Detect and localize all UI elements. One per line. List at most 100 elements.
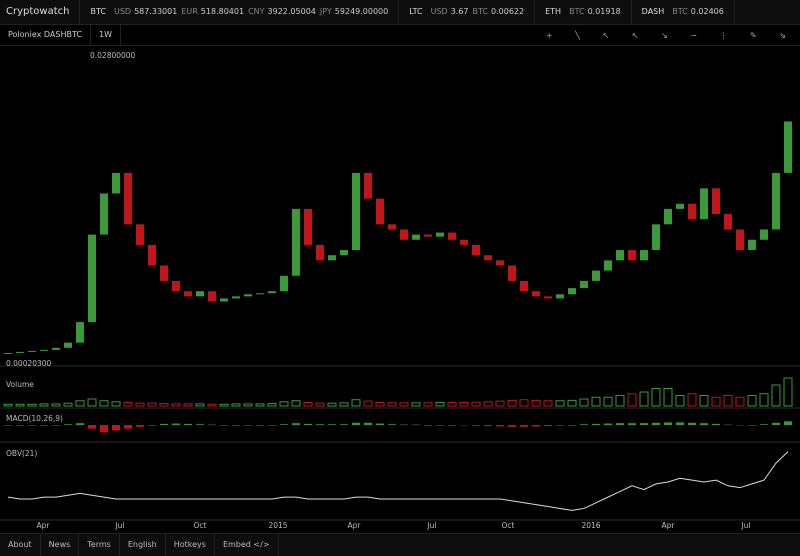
candle-body: [460, 239, 468, 245]
volume-bar: [27, 403, 37, 407]
candle-body: [772, 172, 780, 230]
macd-bar: [352, 422, 360, 425]
macd-bar: [520, 425, 528, 427]
chart: 0.02800000 0.00020300 Volume MACD(10,26,9) O…: [0, 51, 800, 530]
candle-body: [76, 322, 84, 343]
macd-bar: [4, 425, 12, 426]
candle-body: [340, 250, 348, 256]
footer: About News Terms English Hotkeys Embed </>: [0, 533, 800, 556]
volume-bar: [495, 400, 505, 407]
macd-bar: [148, 425, 156, 426]
period-selector[interactable]: 1W: [91, 25, 121, 45]
candle-body: [364, 172, 372, 199]
macd-bar: [544, 425, 552, 427]
price: 587.33001: [134, 7, 178, 16]
footer-link[interactable]: Embed </>: [215, 534, 279, 556]
candle-body: [244, 294, 252, 297]
ticker[interactable]: DASH BTC 0.02406: [632, 0, 735, 24]
volume-bar: [591, 396, 601, 407]
panel-label: MACD(10,26,9): [6, 414, 63, 423]
candle-body: [700, 188, 708, 220]
macd-bar: [268, 425, 276, 426]
macd-bar: [364, 422, 372, 425]
coin: BTC: [90, 7, 106, 16]
volume-bar: [255, 403, 265, 407]
candle-body: [616, 250, 624, 261]
macd-bar: [496, 425, 504, 427]
volume-bar: [387, 402, 397, 407]
candle-body: [232, 296, 240, 299]
candle-body: [280, 275, 288, 292]
macd-bar: [664, 422, 672, 425]
candle-body: [16, 351, 24, 353]
footer-link[interactable]: Hotkeys: [166, 534, 215, 556]
currency: EUR: [181, 7, 198, 16]
drawing-tools[interactable]: + ╲ ↖ ↖ ↘ − ⋮ ✎ ⇘: [545, 30, 796, 40]
volume-bar: [363, 400, 373, 407]
x-tick-label: Oct: [502, 521, 515, 530]
volume-bar: [339, 402, 349, 407]
macd-bar: [712, 423, 720, 425]
volume-bar: [435, 402, 445, 407]
macd-bar: [568, 425, 576, 426]
x-tick-label: Oct: [194, 521, 207, 530]
volume-bar: [651, 388, 661, 407]
candle-body: [184, 291, 192, 297]
coin: DASH: [641, 7, 665, 16]
ticker[interactable]: LTC USD 3.67 BTC 0.00622: [399, 0, 536, 24]
volume-bar: [171, 403, 181, 407]
volume-bar: [87, 398, 97, 407]
volume-bar: [315, 402, 325, 407]
candle-body: [652, 224, 660, 251]
price-label: 0.00020300: [6, 359, 52, 368]
macd-bar: [16, 425, 24, 426]
macd-bar: [292, 423, 300, 425]
panel-label: Volume: [6, 380, 34, 389]
candle-body: [736, 229, 744, 251]
macd-bar: [220, 425, 228, 426]
footer-link[interactable]: Terms: [79, 534, 120, 556]
volume-bar: [687, 393, 697, 407]
candle-body: [640, 250, 648, 261]
volume-bar: [279, 401, 289, 407]
macd-bar: [76, 423, 84, 425]
volume-bar: [783, 377, 793, 407]
ticker[interactable]: ETH BTC 0.01918: [535, 0, 632, 24]
macd-bar: [748, 425, 756, 426]
volume-bar: [627, 393, 637, 407]
candle-body: [268, 291, 276, 294]
macd-bar: [400, 424, 408, 426]
ticker[interactable]: BTC USD 587.33001 EUR 518.80401 CNY 3922.05004…: [80, 0, 400, 24]
candle-body: [4, 352, 12, 354]
price: 3922.05004: [267, 7, 316, 16]
macd-bar: [340, 424, 348, 425]
candle-body: [292, 208, 300, 276]
price: 0.01918: [587, 7, 621, 16]
volume-bar: [447, 402, 457, 407]
macd-bar: [244, 425, 252, 426]
macd-bar: [616, 423, 624, 425]
x-tick-label: Apr: [662, 521, 676, 530]
volume-bar: [615, 395, 625, 407]
candle-body: [604, 260, 612, 271]
volume-bar: [507, 399, 517, 407]
volume-bar: [39, 403, 49, 407]
volume-bar: [603, 396, 613, 407]
macd-bar: [40, 425, 48, 426]
macd-bar: [724, 424, 732, 426]
price: 59249.00000: [334, 7, 389, 16]
footer-link[interactable]: News: [41, 534, 80, 556]
x-tick-label: Jul: [740, 521, 750, 530]
candle-body: [220, 298, 228, 302]
currency: BTC: [472, 7, 489, 16]
macd-bar: [172, 423, 180, 425]
volume-bar: [75, 400, 85, 407]
footer-link[interactable]: About: [0, 534, 41, 556]
volume-bar: [723, 395, 733, 407]
price: 3.67: [450, 7, 469, 16]
volume-bar: [195, 403, 205, 407]
footer-link[interactable]: English: [120, 534, 166, 556]
candle-body: [64, 342, 72, 348]
market-selector[interactable]: Poloniex DASHBTC: [0, 25, 91, 45]
